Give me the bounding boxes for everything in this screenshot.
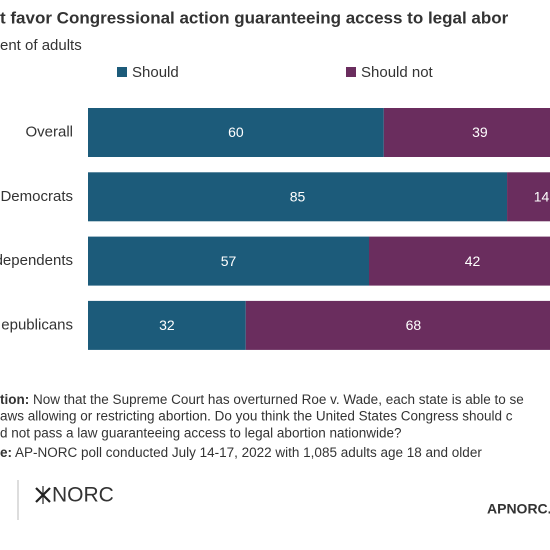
category-label: Democrats <box>0 188 73 205</box>
value-label: 85 <box>290 189 306 205</box>
bar-segment <box>88 300 246 350</box>
question-label: tion: <box>0 392 29 407</box>
source-text: AP-NORC poll conducted July 14-17, 2022 … <box>15 445 482 460</box>
legend-label: Should not <box>361 64 434 81</box>
bar-segment <box>507 172 550 222</box>
bar-segment <box>369 236 550 286</box>
value-label: 14 <box>534 189 550 205</box>
value-label: 60 <box>228 124 244 140</box>
value-label: 32 <box>159 317 175 333</box>
legend-label: Should <box>132 64 179 81</box>
logo-text: NORC <box>52 484 114 507</box>
bar-segment <box>88 236 370 286</box>
question-text: Now that the Supreme Court has overturne… <box>33 392 524 407</box>
chart-subtitle: ent of adults <box>0 37 82 54</box>
logo-icon <box>35 486 51 504</box>
bar-segment <box>88 108 384 157</box>
bar-segment <box>383 108 550 157</box>
value-label: 57 <box>221 253 237 269</box>
value-label: 42 <box>465 253 481 269</box>
source-label: e: <box>0 445 12 460</box>
chart-title: t favor Congressional action guaranteein… <box>0 8 509 27</box>
source-line: e: AP-NORC poll conducted July 14-17, 20… <box>0 445 482 460</box>
value-label: 39 <box>472 124 488 140</box>
value-label: 68 <box>406 317 422 333</box>
legend-swatch <box>346 67 356 77</box>
question-line: tion: Now that the Supreme Court has ove… <box>0 392 524 407</box>
notes: tion: Now that the Supreme Court has ove… <box>0 392 524 460</box>
legend-swatch <box>117 67 127 77</box>
site-name: APNORC. <box>487 501 550 517</box>
category-label: epublicans <box>1 316 73 333</box>
category-label: dependents <box>0 252 73 269</box>
bar-segment <box>245 300 550 350</box>
category-label: Overall <box>25 123 73 140</box>
question-line: d not pass a law guaranteeing access to … <box>0 426 402 441</box>
question-line: aws allowing or restricting abortion. Do… <box>0 409 513 424</box>
bar-segment <box>88 172 508 222</box>
